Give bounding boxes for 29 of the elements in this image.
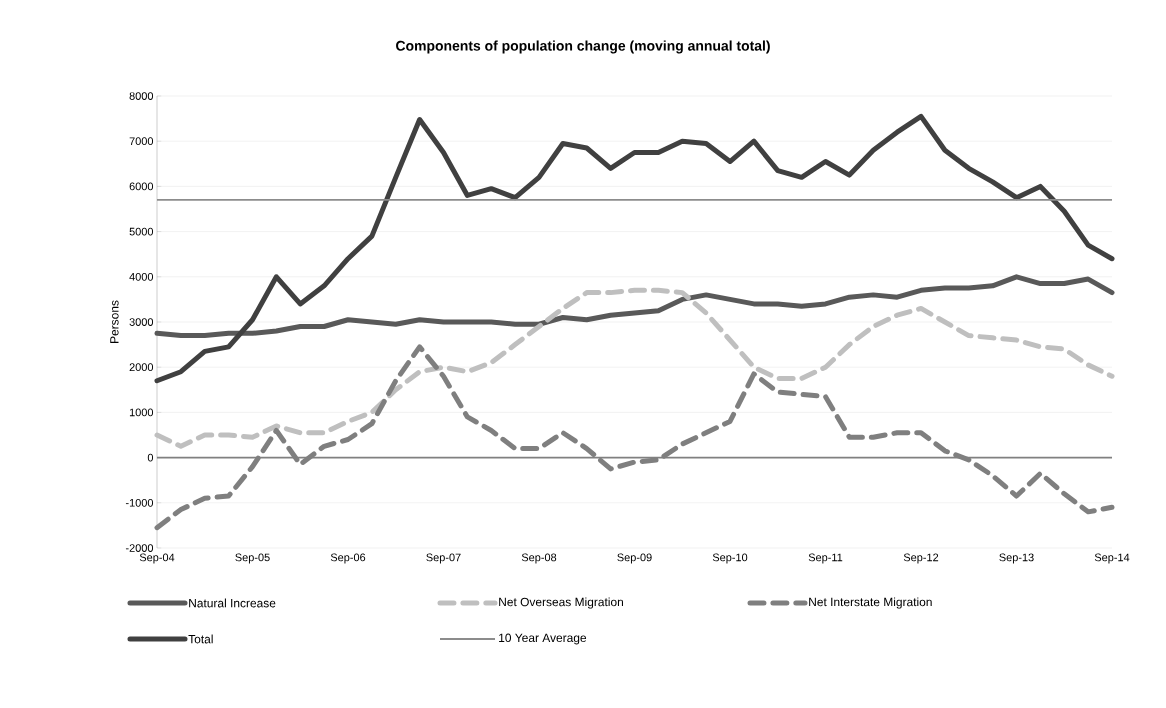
y-tick-label: 5000 bbox=[129, 227, 154, 236]
x-tick-label: Sep-08 bbox=[521, 553, 557, 564]
y-tick-label: 1000 bbox=[129, 408, 154, 417]
legend-label: Natural Increase bbox=[189, 598, 276, 608]
y-tick-label: 3000 bbox=[129, 318, 154, 326]
legend-label: 10 Year Average bbox=[499, 633, 587, 645]
legend-label: Net Interstate Migration bbox=[809, 597, 932, 609]
x-tick-label: Sep-04 bbox=[139, 553, 175, 564]
y-tick-label: 6000 bbox=[129, 182, 154, 191]
y-tick-label: 4000 bbox=[129, 272, 154, 281]
y-tick-label: -1000 bbox=[125, 498, 154, 507]
legend-label: Total bbox=[188, 634, 213, 644]
y-axis-title: Persons bbox=[110, 300, 119, 343]
y-tick-label: 2000 bbox=[129, 363, 154, 372]
x-tick-label: Sep-07 bbox=[426, 553, 461, 564]
y-tick-label: 8000 bbox=[129, 92, 154, 100]
x-tick-label: Sep-06 bbox=[330, 553, 366, 564]
chart-title: Components of population change (moving annual total) bbox=[396, 40, 770, 54]
legend-label: Net Overseas Migration bbox=[499, 597, 623, 609]
y-tick-label: -2000 bbox=[125, 544, 154, 552]
y-tick-label: 0 bbox=[147, 453, 154, 462]
x-tick-label: Sep-14 bbox=[1094, 553, 1130, 564]
x-tick-label: Sep-13 bbox=[999, 553, 1034, 564]
x-tick-label: Sep-05 bbox=[235, 553, 270, 564]
x-tick-label: Sep-09 bbox=[617, 553, 652, 564]
x-tick-label: Sep-12 bbox=[903, 553, 939, 564]
y-tick-label: 7000 bbox=[129, 137, 154, 146]
x-tick-label: Sep-11 bbox=[808, 553, 843, 564]
x-tick-label: Sep-10 bbox=[712, 553, 748, 564]
